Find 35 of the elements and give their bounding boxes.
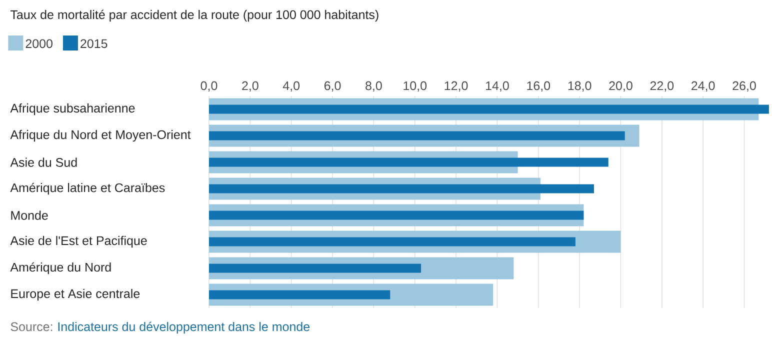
bar [209, 290, 390, 300]
x-tick-label: 16,0 [527, 81, 550, 92]
bar [209, 264, 422, 273]
y-tick-label: Amérique latine et Caraïbes [10, 182, 165, 195]
y-tick-label: Amérique du Nord [10, 262, 111, 274]
bar [209, 184, 594, 194]
x-tick-label: 14,0 [486, 81, 509, 92]
y-tick-label: Afrique subsaharienne [10, 103, 135, 116]
y-tick-label: Europe et Asie centrale [11, 288, 140, 301]
x-tick-label: 12,0 [444, 81, 468, 92]
legend-label: 2000 [26, 39, 52, 48]
bar [209, 237, 576, 246]
x-tick-label: 10,0 [404, 81, 427, 92]
source-note: Source: [10, 322, 52, 332]
chart-title: Taux de mortalité par accident de la route (pour 100 000 habitants) [10, 10, 378, 22]
x-tick-label: 24,0 [692, 81, 715, 92]
y-tick-label: Monde [11, 210, 48, 220]
y-tick-label: Afrique du Nord et Moyen-Orient [10, 130, 191, 142]
bar [209, 158, 608, 167]
y-tick-label: Asie du Sud [10, 158, 77, 167]
bar [209, 131, 625, 140]
bar [209, 210, 584, 220]
text: Indicateurs du développement dans le monde [58, 322, 310, 334]
y-tick-label: Asie de l'Est et Pacifique [10, 236, 147, 248]
x-tick-label: 4,0 [282, 81, 300, 92]
x-tick-label: 20,0 [609, 81, 632, 92]
x-tick-label: 22,0 [650, 81, 674, 92]
x-tick-label: 18,0 [568, 81, 592, 92]
x-tick-label: 0,0 [200, 81, 218, 92]
legend-label: 2015 [80, 39, 108, 48]
x-tick-label: 2,0 [242, 81, 258, 92]
bar [209, 104, 769, 114]
x-tick-label: 6,0 [324, 81, 341, 92]
x-tick-label: 8,0 [366, 81, 382, 92]
x-tick-label: 26,0 [732, 81, 756, 92]
